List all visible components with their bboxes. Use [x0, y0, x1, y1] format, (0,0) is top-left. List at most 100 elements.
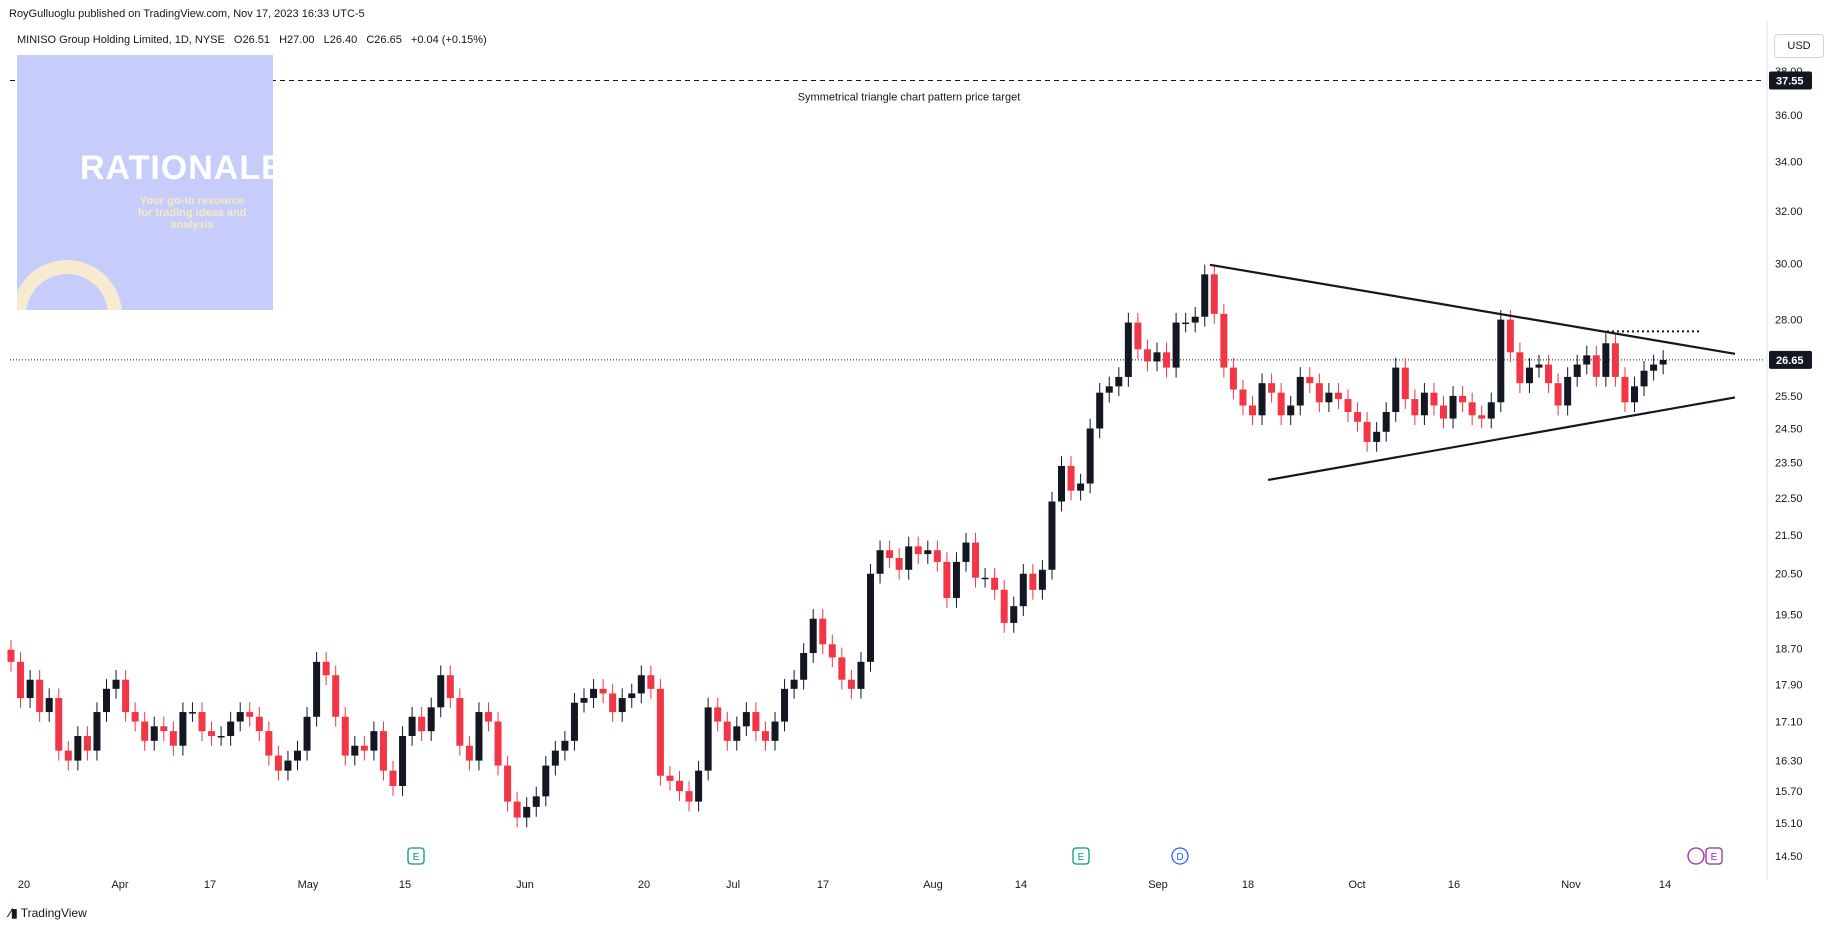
- candle-body: [322, 661, 330, 676]
- candle: [112, 670, 120, 699]
- candle: [790, 670, 798, 699]
- candle-body: [332, 675, 340, 717]
- trendlines: [1209, 263, 1736, 482]
- x-tick-label: 20: [18, 879, 30, 891]
- candle-body: [341, 716, 349, 756]
- candle-body: [876, 550, 884, 574]
- candle-body: [838, 657, 846, 680]
- candle-body: [131, 712, 139, 722]
- candle: [599, 679, 607, 704]
- candle-body: [1631, 386, 1638, 403]
- candle-body: [867, 573, 874, 662]
- x-tick-label: Jun: [516, 879, 534, 891]
- x-tick-label: 17: [204, 879, 216, 891]
- candle: [1354, 402, 1362, 432]
- x-tick-label: 14: [1659, 879, 1671, 891]
- candle-body: [45, 698, 53, 713]
- y-tick-label: 15.70: [1775, 786, 1803, 798]
- candle: [1201, 264, 1209, 327]
- candle: [1000, 580, 1008, 633]
- candle-body: [1401, 367, 1409, 400]
- candle-body: [36, 679, 44, 713]
- candle-body: [160, 726, 168, 732]
- candle: [1210, 264, 1218, 324]
- candle-body: [819, 618, 827, 645]
- candle-body: [609, 693, 617, 713]
- candle-body: [1182, 322, 1190, 325]
- candle: [1029, 564, 1037, 600]
- x-tick-label: Oct: [1348, 879, 1365, 891]
- candle: [485, 702, 492, 732]
- candle-body: [1086, 428, 1094, 484]
- candle-body: [150, 726, 158, 741]
- candle: [1487, 392, 1495, 429]
- y-tick-label: 23.50: [1775, 457, 1803, 469]
- candle-body: [303, 716, 311, 751]
- candle-body: [952, 561, 960, 598]
- event-marker-label: E: [1078, 852, 1085, 863]
- candle: [284, 750, 292, 781]
- candle: [532, 786, 540, 817]
- candle-body: [847, 679, 855, 689]
- candle: [1115, 367, 1123, 397]
- candle-body: [360, 745, 368, 751]
- candle: [1296, 367, 1304, 416]
- candle: [1325, 382, 1333, 413]
- candle-body: [456, 698, 464, 746]
- candle-body: [1172, 322, 1180, 368]
- candle-body: [1077, 483, 1085, 491]
- candle-body: [1239, 389, 1247, 406]
- candle: [465, 736, 473, 771]
- candle: [227, 711, 235, 746]
- candle: [752, 702, 760, 741]
- candles: [7, 264, 1667, 828]
- candle: [341, 707, 349, 766]
- candle: [1468, 392, 1476, 426]
- candle-body: [1210, 274, 1218, 314]
- candle: [637, 665, 645, 704]
- candle: [150, 716, 158, 751]
- candle-body: [599, 688, 607, 694]
- candle: [656, 679, 664, 786]
- candle: [1191, 307, 1199, 333]
- candle: [360, 736, 368, 761]
- candle: [676, 771, 683, 801]
- candle: [952, 552, 960, 608]
- candle: [1086, 418, 1094, 494]
- currency-selector[interactable]: USD: [1774, 34, 1824, 58]
- candle-body: [809, 618, 817, 654]
- candle: [313, 652, 321, 727]
- candle-body: [74, 735, 82, 761]
- tradingview-brand[interactable]: ⁄▮ TradingView: [9, 906, 87, 920]
- candle: [800, 643, 808, 690]
- earnings-marker-icon: [1072, 847, 1090, 865]
- candle: [618, 688, 626, 722]
- candle-body: [723, 721, 731, 741]
- y-tick-label: 18.70: [1775, 644, 1803, 656]
- candle: [561, 731, 569, 761]
- candle-body: [857, 661, 865, 689]
- candle: [867, 564, 874, 672]
- candle: [1229, 357, 1237, 400]
- candle-body: [666, 775, 674, 781]
- lightning-marker-icon: [1687, 847, 1705, 865]
- candle-body: [1143, 349, 1151, 362]
- candle: [551, 740, 559, 776]
- candle: [1182, 312, 1190, 333]
- logo-arc-icon: [17, 260, 122, 310]
- candle-body: [1306, 376, 1314, 384]
- candle: [580, 688, 588, 713]
- symbol-name[interactable]: MINISO Group Holding Limited, 1D, NYSE: [17, 34, 225, 46]
- time-axis: 20 Apr 17 May 15 Jun 20 Jul 17 Aug 14 Sep 18 Oct 16 Nov…: [18, 879, 1671, 891]
- candle-body: [1449, 395, 1457, 419]
- candle-body: [590, 688, 598, 699]
- candle-body: [1010, 606, 1018, 623]
- close-value: C26.65: [366, 34, 402, 46]
- candle: [427, 697, 435, 741]
- candle: [246, 702, 254, 727]
- candle-body: [1564, 376, 1572, 406]
- candle-body: [7, 649, 15, 662]
- candle-body: [1115, 376, 1123, 387]
- candle: [1382, 402, 1390, 442]
